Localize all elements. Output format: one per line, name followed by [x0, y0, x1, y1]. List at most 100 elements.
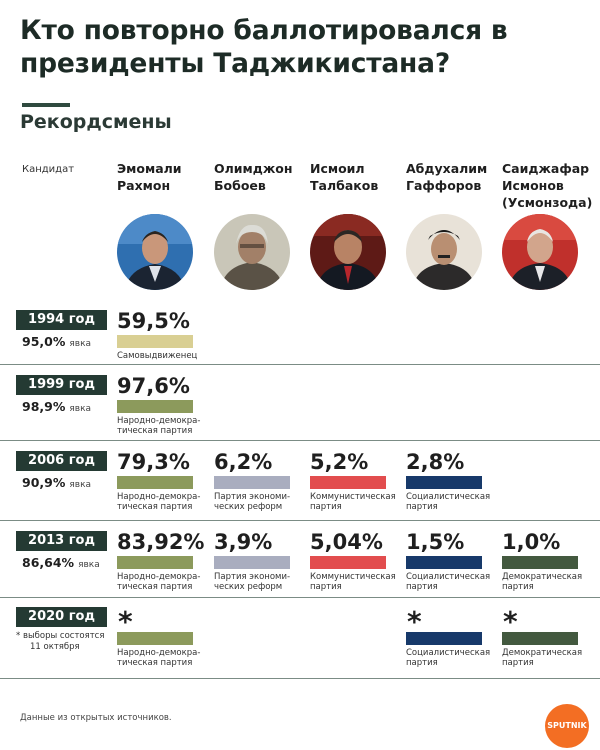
- party-name: Партия экономи-: [214, 492, 291, 502]
- party-name: Социалистическая: [406, 572, 491, 582]
- party-name: Самовыдвиженец: [117, 351, 198, 361]
- party-color-bar: [117, 335, 193, 348]
- party-name: Народно-демокра-: [117, 492, 201, 502]
- portrait-usmonzoda: [502, 214, 578, 290]
- candidate-name-line: Олимджон: [214, 161, 293, 176]
- party-name: Демократическая: [502, 572, 583, 582]
- year-label: 2006 год: [16, 451, 107, 471]
- candidate-name-line: Талбаков: [310, 178, 379, 193]
- source-note: Данные из открытых источников.: [20, 713, 172, 723]
- party-color-bar: [214, 476, 290, 489]
- candidate-name: Исмоил Талбаков: [310, 160, 378, 194]
- election-note: 11 октября: [30, 642, 80, 652]
- pending-marker: *: [407, 605, 422, 638]
- result-percent: 6,2%: [214, 450, 273, 474]
- party-color-bar: [310, 556, 386, 569]
- result-percent: 3,9%: [214, 530, 273, 554]
- party-name: Социалистическая: [406, 492, 491, 502]
- party-name: тическая партия: [117, 582, 193, 592]
- year-label: 2013 год: [16, 531, 107, 551]
- candidate-name-line: Саиджафар: [502, 161, 590, 176]
- party-color-bar: [214, 556, 290, 569]
- party-name: Демократическая: [502, 648, 583, 658]
- result-percent: 1,0%: [502, 530, 561, 554]
- party-name: тическая партия: [117, 502, 193, 512]
- party-color-bar: [502, 632, 578, 645]
- sputnik-logo: SPUTNIK: [545, 704, 589, 748]
- row-separator: [0, 520, 600, 521]
- party-name: Партия экономи-: [214, 572, 291, 582]
- portrait-talbakov: [310, 214, 386, 290]
- turnout-value: 95,0% явка: [22, 334, 91, 349]
- year-label: 1999 год: [16, 375, 107, 395]
- party-name: партия: [406, 582, 438, 592]
- party-name: партия: [310, 502, 342, 512]
- party-name: партия: [406, 658, 438, 668]
- party-name: партия: [310, 582, 342, 592]
- party-color-bar: [117, 632, 193, 645]
- party-name: Коммунистическая: [310, 572, 396, 582]
- year-label: 1994 год: [16, 310, 107, 330]
- party-color-bar: [406, 632, 482, 645]
- turnout-value: 86,64% явка: [22, 555, 100, 570]
- candidate-name-line: Гаффоров: [406, 178, 482, 193]
- candidate-name-line: Эмомали: [117, 161, 182, 176]
- candidate-name-line: Исмонов: [502, 178, 564, 193]
- turnout-value: 98,9% явка: [22, 399, 91, 414]
- party-color-bar: [502, 556, 578, 569]
- party-color-bar: [406, 476, 482, 489]
- party-color-bar: [406, 556, 482, 569]
- portrait-rahmon: [117, 214, 193, 290]
- row-separator: [0, 597, 600, 598]
- turnout-unit: явка: [69, 404, 92, 414]
- party-name: ческих реформ: [214, 502, 283, 512]
- party-name: партия: [406, 502, 438, 512]
- result-percent: 5,2%: [310, 450, 369, 474]
- row-separator: [0, 678, 600, 679]
- party-color-bar: [117, 400, 193, 413]
- result-percent: 83,92%: [117, 530, 205, 554]
- party-name: ческих реформ: [214, 582, 283, 592]
- party-name: партия: [502, 582, 534, 592]
- candidate-column-label: Кандидат: [22, 164, 75, 175]
- candidate-name-line: (Усмонзода): [502, 195, 593, 210]
- portrait-boboev: [214, 214, 290, 290]
- candidate-name-line: Абдухалим: [406, 161, 488, 176]
- party-name: Народно-демокра-: [117, 648, 201, 658]
- result-percent: 5,04%: [310, 530, 383, 554]
- row-separator: [0, 440, 600, 441]
- party-name: Народно-демокра-: [117, 572, 201, 582]
- section-accent-bar: [22, 103, 70, 107]
- result-percent: 79,3%: [117, 450, 190, 474]
- turnout-number: 98,9%: [22, 399, 66, 414]
- party-name: Социалистическая: [406, 648, 491, 658]
- party-color-bar: [117, 476, 193, 489]
- candidate-name: Абдухалим Гаффоров: [406, 160, 487, 194]
- candidate-name: Олимджон Бобоев: [214, 160, 293, 194]
- candidate-name: Эмомали Рахмон: [117, 160, 182, 194]
- party-color-bar: [310, 476, 386, 489]
- row-separator: [0, 364, 600, 365]
- party-name: партия: [502, 658, 534, 668]
- portrait-gaffarov: [406, 214, 482, 290]
- party-color-bar: [117, 556, 193, 569]
- turnout-number: 86,64%: [22, 555, 75, 570]
- year-label: 2020 год: [16, 607, 107, 627]
- election-note: * выборы состоятся: [16, 631, 105, 641]
- result-percent: 97,6%: [117, 374, 190, 398]
- turnout-unit: явка: [78, 560, 100, 570]
- party-name: тическая партия: [117, 658, 193, 668]
- pending-marker: *: [118, 605, 133, 638]
- turnout-value: 90,9% явка: [22, 475, 91, 490]
- turnout-number: 90,9%: [22, 475, 66, 490]
- candidate-name-line: Рахмон: [117, 178, 171, 193]
- candidate-name-line: Бобоев: [214, 178, 266, 193]
- turnout-unit: явка: [69, 480, 92, 490]
- pending-marker: *: [503, 605, 518, 638]
- party-name: Коммунистическая: [310, 492, 396, 502]
- candidate-name: Саиджафар Исмонов (Усмонзода): [502, 160, 592, 211]
- party-name: тическая партия: [117, 426, 193, 436]
- turnout-number: 95,0%: [22, 334, 66, 349]
- party-name: Народно-демокра-: [117, 416, 201, 426]
- result-percent: 59,5%: [117, 309, 190, 333]
